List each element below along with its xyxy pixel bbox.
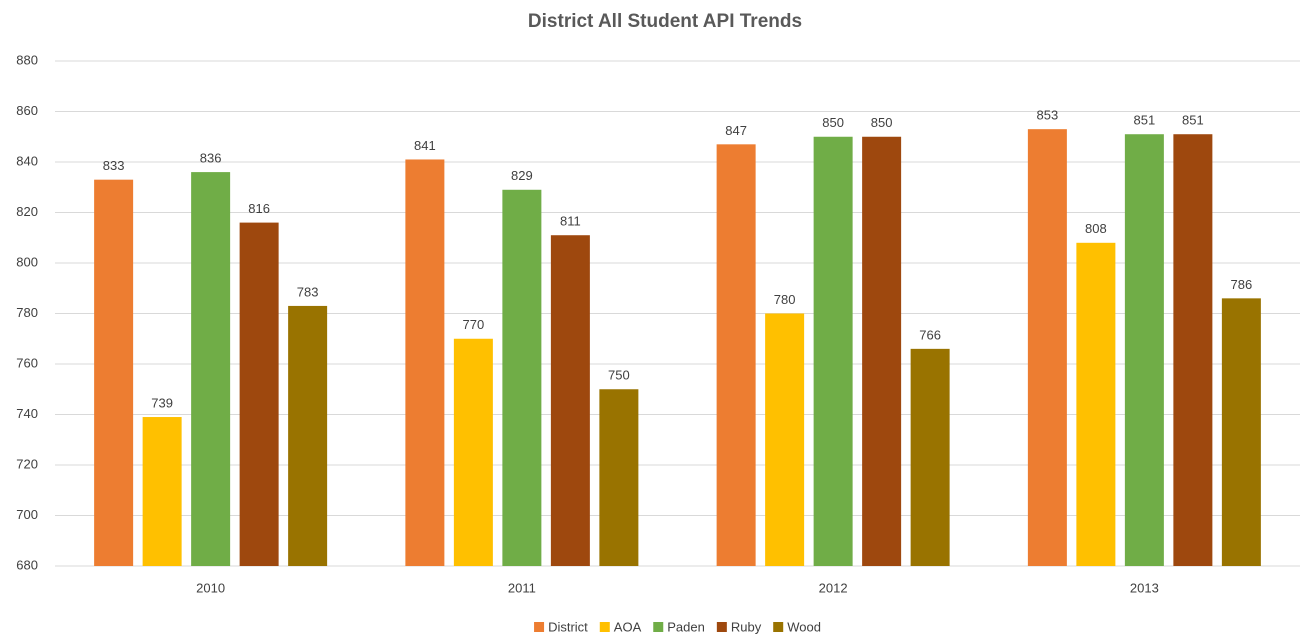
x-tick-label: 2013 [1130,580,1159,595]
bar [405,159,445,566]
bar [453,338,493,566]
legend-swatch [599,622,610,632]
legend-label: Wood [787,619,821,634]
y-tick-label: 860 [16,103,38,118]
data-label: 833 [103,158,125,173]
bar [94,179,134,567]
data-label: 739 [151,395,173,410]
bar [599,389,639,566]
legend-label: District [548,619,588,634]
bar [1027,129,1067,567]
data-label: 808 [1085,221,1107,236]
x-tick-label: 2011 [508,580,536,595]
bar [862,136,902,566]
data-label: 766 [919,327,941,342]
legend-label: AOA [614,619,642,634]
data-label: 786 [1231,277,1253,292]
bar [502,189,542,566]
legend-label: Paden [667,619,705,634]
bar [716,144,756,566]
data-label: 841 [414,138,436,153]
data-label: 750 [608,368,630,383]
data-label: 770 [463,317,485,332]
x-tick-label: 2010 [196,580,225,595]
legend-swatch [653,622,664,632]
data-label: 816 [248,201,270,216]
y-tick-label: 780 [16,305,38,320]
bar [239,222,279,566]
bar [288,305,328,566]
bar [765,313,805,566]
y-tick-label: 880 [16,52,38,67]
legend-swatch [773,622,784,632]
data-label: 850 [822,115,844,130]
data-label: 836 [200,151,222,166]
y-tick-label: 680 [16,557,38,572]
y-tick-label: 760 [16,355,38,370]
legend-swatch [716,622,727,632]
y-tick-label: 700 [16,507,38,522]
bar [813,136,853,566]
data-label: 847 [725,123,747,138]
legend-label: Ruby [731,619,762,634]
y-tick-label: 840 [16,153,38,168]
data-label: 853 [1037,108,1059,123]
data-label: 811 [560,214,581,229]
bar [910,348,950,566]
data-label: 850 [871,115,893,130]
bar [550,235,590,566]
x-tick-label: 2012 [819,580,848,595]
bar [142,417,182,566]
data-label: 783 [297,284,319,299]
y-tick-label: 720 [16,456,38,471]
bar [1221,298,1261,566]
data-label: 829 [511,168,533,183]
data-label: 851 [1182,113,1204,128]
data-label: 780 [774,292,796,307]
y-tick-label: 740 [16,406,38,421]
y-tick-label: 800 [16,254,38,269]
chart-title: District All Student API Trends [528,11,802,32]
bar [191,172,231,566]
bar [1173,134,1213,566]
bar [1076,242,1116,567]
y-tick-label: 820 [16,204,38,219]
legend-swatch [534,622,545,632]
data-label: 851 [1134,113,1156,128]
bar [1124,134,1164,566]
